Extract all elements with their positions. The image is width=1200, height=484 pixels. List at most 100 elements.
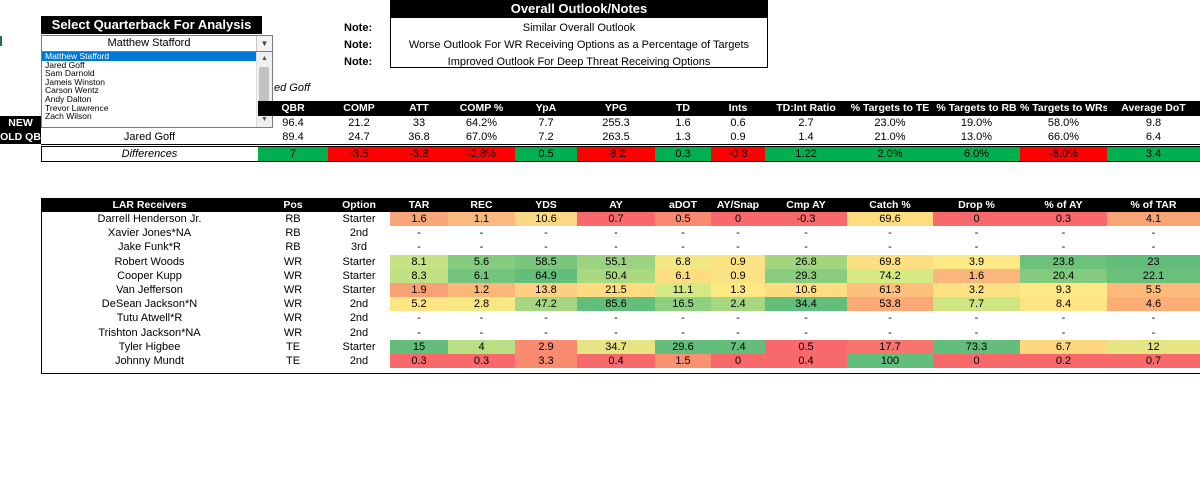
- quarterback-option[interactable]: Trevor Lawrence: [45, 102, 109, 113]
- quarterback-option[interactable]: Jameis Winston: [45, 76, 105, 87]
- receiver-pos: WR: [283, 284, 303, 296]
- receiver-stat-value: 0.2: [1020, 354, 1107, 369]
- receiver-name: Van Jefferson: [116, 284, 183, 296]
- receiver-stat-value: -: [804, 312, 808, 325]
- receiver-stat-value: 100: [847, 354, 933, 369]
- receiver-stat-value: 10.6: [765, 283, 847, 298]
- quarterback-option[interactable]: Zach Wilson: [45, 111, 92, 122]
- receiver-stat-value: 74.2: [847, 268, 933, 283]
- receiver-pos: WR: [283, 255, 303, 268]
- receiver-option: Starter: [342, 213, 376, 225]
- receiver-stat-value: -: [614, 326, 618, 339]
- receiver-stat-value: 11.1: [655, 283, 711, 298]
- receiver-name: DeSean Jackson*N: [101, 298, 198, 311]
- receiver-option: Starter: [342, 269, 376, 282]
- receiver-stat-value: -: [736, 241, 740, 254]
- receiver-stat-value: 0.3: [1020, 212, 1107, 227]
- scroll-down-icon[interactable]: ▼: [261, 116, 268, 123]
- receiver-stat-value: 17.7: [847, 339, 933, 354]
- old-qb-value: 67.0%: [465, 131, 498, 143]
- new-qb-value: 33: [412, 117, 426, 129]
- receiver-stat-value: 0.5: [655, 212, 711, 227]
- receiver-stat-value: -: [1151, 312, 1156, 325]
- old-qb-value: 66.0%: [1047, 131, 1080, 143]
- quarterback-dropdown-value: Matthew Stafford: [107, 37, 191, 49]
- old-qb-value: 1.4: [798, 131, 814, 143]
- new-qb-value: 64.2%: [465, 117, 498, 129]
- receiver-stat-value: 0.3: [390, 354, 448, 369]
- receiver-stat-value: -: [1061, 312, 1066, 325]
- receiver-stat-value: 1.5: [655, 354, 711, 369]
- note-text: Worse Outlook For WR Receiving Options a…: [408, 39, 750, 51]
- receiver-stat-value: -: [681, 241, 685, 254]
- difference-value: 2.0%: [847, 147, 933, 161]
- receiver-stat-value: 73.3: [933, 339, 1020, 354]
- difference-value: -8.2: [577, 147, 655, 161]
- receiver-stat-value: 0.4: [577, 354, 655, 369]
- qb-column-header: % Targets to TE: [850, 102, 930, 114]
- quarterback-option[interactable]: Jared Goff: [45, 59, 85, 70]
- receivers-column-header: Drop %: [958, 199, 995, 211]
- quarterback-dropdown[interactable]: Matthew Stafford ▼: [41, 35, 273, 52]
- receivers-column-header: AY/Snap: [716, 199, 760, 211]
- old-qb-value: 7.2: [538, 131, 554, 143]
- receiver-option: 2nd: [349, 227, 369, 240]
- receivers-table-border: [41, 198, 1200, 375]
- receiver-stat-value: 6.8: [655, 254, 711, 269]
- sheet-edge-mark: [0, 36, 2, 46]
- receiver-name: Xavier Jones*NA: [107, 227, 192, 240]
- receiver-stat-value: -: [888, 227, 892, 240]
- receiver-stat-value: -: [1061, 241, 1066, 254]
- receiver-stat-value: 0: [711, 354, 765, 369]
- qb-column-header: QBR: [281, 102, 305, 114]
- quarterback-option[interactable]: Sam Darnold: [45, 68, 95, 79]
- scroll-up-icon[interactable]: ▲: [261, 55, 268, 62]
- receiver-stat-value: -: [479, 312, 484, 325]
- receiver-stat-value: 0.7: [577, 212, 655, 227]
- quarterback-option[interactable]: Carson Wentz: [45, 85, 99, 96]
- scrollbar-thumb[interactable]: [259, 67, 269, 115]
- receiver-stat-value: 23: [1107, 254, 1200, 269]
- receiver-name: Robert Woods: [114, 255, 185, 268]
- receivers-table-header: [41, 198, 1200, 212]
- selector-title: Select Quarterback For Analysis: [41, 16, 262, 34]
- receiver-stat-value: 34.4: [765, 297, 847, 312]
- receiver-stat-value: 10.6: [515, 212, 577, 227]
- old-qb-value: 89.4: [282, 131, 304, 143]
- qb-column-header: Ints: [728, 102, 748, 114]
- receiver-stat-value: -: [736, 326, 740, 339]
- receiver-stat-value: -: [614, 227, 618, 240]
- receiver-stat-value: -: [804, 241, 808, 254]
- receiver-stat-value: 55.1: [577, 254, 655, 269]
- receiver-stat-value: -: [544, 241, 548, 254]
- chevron-down-icon[interactable]: ▼: [256, 36, 272, 51]
- old-qb-value: 13.0%: [960, 131, 993, 143]
- receiver-stat-value: 69.6: [847, 212, 933, 227]
- receiver-name: Trishton Jackson*NA: [98, 326, 201, 339]
- receiver-stat-value: -: [544, 326, 548, 339]
- receiver-stat-value: -: [974, 241, 979, 254]
- quarterback-option[interactable]: Andy Dalton: [45, 93, 92, 104]
- qb-column-header: ATT: [409, 102, 429, 114]
- receiver-stat-value: 64.9: [515, 268, 577, 283]
- note-label: Note:: [344, 56, 373, 68]
- receiver-stat-value: 85.6: [577, 297, 655, 312]
- receiver-stat-value: -: [1151, 326, 1156, 339]
- receiver-pos: WR: [283, 326, 303, 339]
- receiver-stat-value: 16.5: [655, 297, 711, 312]
- quarterback-options-list[interactable]: Matthew Stafford Jared Goff Sam Darnold Jam…: [41, 51, 273, 128]
- quarterback-option[interactable]: Matthew Stafford: [42, 52, 272, 61]
- receiver-stat-value: -: [974, 227, 979, 240]
- receiver-stat-value: 1.6: [390, 212, 448, 227]
- new-qb-value: 9.8: [1145, 117, 1162, 129]
- receiver-stat-value: 0.5: [765, 339, 847, 354]
- receiver-stat-value: -: [479, 227, 484, 240]
- receiver-pos: WR: [283, 298, 303, 311]
- receivers-column-header: TAR: [408, 199, 430, 211]
- receiver-stat-value: 1.3: [711, 283, 765, 298]
- qb-row-divider: [41, 144, 1200, 145]
- note-label: Note:: [344, 22, 373, 34]
- receiver-stat-value: 2.9: [515, 339, 577, 354]
- new-qb-value: 23.0%: [874, 117, 906, 129]
- receiver-stat-value: 5.5: [1107, 283, 1200, 298]
